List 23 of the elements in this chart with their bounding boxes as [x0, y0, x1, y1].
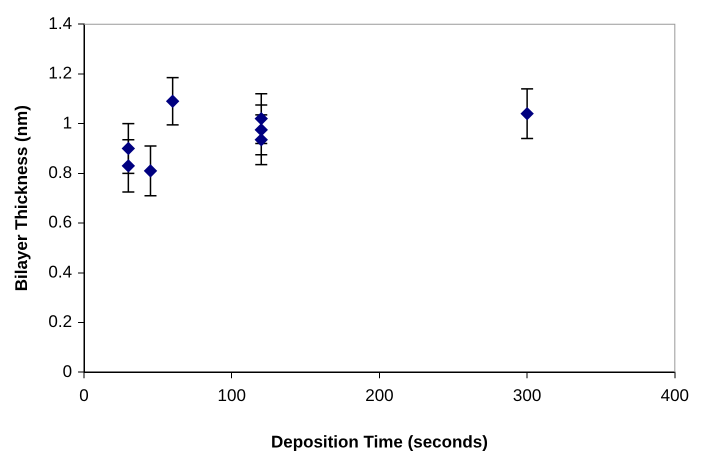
x-tick-label: 100: [218, 386, 246, 406]
x-tick-label: 200: [365, 386, 394, 406]
y-tick-label: 1.4: [48, 14, 72, 33]
x-tick-label: 400: [660, 386, 690, 406]
y-axis-title: Bilayer Thickness (nm): [12, 105, 31, 292]
point: [122, 159, 135, 172]
y-tick-label: 1: [62, 113, 72, 132]
point: [254, 123, 268, 136]
point: [166, 94, 180, 108]
y-tick-label: 0: [62, 362, 72, 381]
x-axis-title: Deposition Time (seconds): [270, 432, 488, 452]
point: [254, 133, 268, 146]
y-tick-label: 0.2: [48, 312, 72, 332]
point: [144, 164, 157, 178]
point: [122, 142, 135, 155]
y-tick-label: 0.4: [48, 262, 72, 282]
point: [254, 112, 268, 126]
x-tick-label: 0: [79, 386, 89, 406]
x-tick-label: 300: [512, 386, 542, 406]
y-tick-label: 1.2: [48, 64, 72, 83]
y-tick-label: 0.8: [48, 163, 72, 182]
y-tick-label: 0.6: [48, 212, 72, 232]
point: [520, 107, 534, 120]
